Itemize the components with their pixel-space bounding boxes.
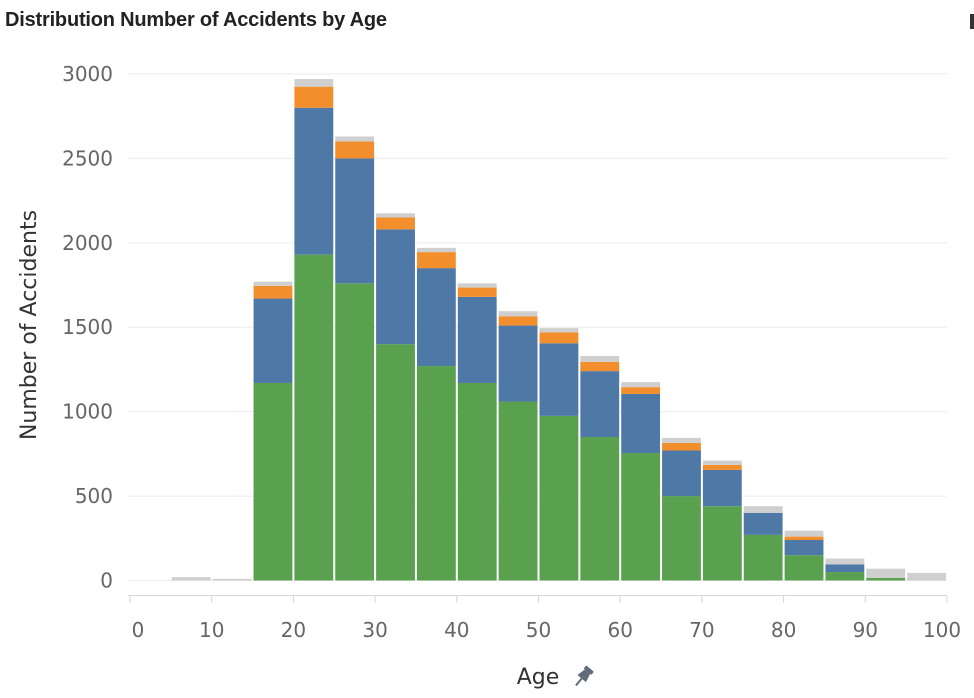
bar-segment <box>784 536 824 540</box>
bar-segment <box>866 577 906 581</box>
bar-segment <box>416 247 456 253</box>
bar-segment <box>294 107 334 255</box>
bar-segment <box>376 344 415 581</box>
y-tick-label: 2500 <box>62 146 113 170</box>
x-axis-label: Age <box>517 665 560 690</box>
x-tick-label: 80 <box>771 618 796 642</box>
x-tick-label: 0 <box>132 618 145 642</box>
bar-segment <box>376 213 415 218</box>
bar-segment <box>212 578 252 581</box>
bar-segment <box>457 382 497 581</box>
bar-segment <box>743 534 783 581</box>
bar-segment <box>539 332 579 344</box>
bar-segment <box>702 469 742 507</box>
bar-segment <box>253 285 293 299</box>
bar-segment <box>621 387 661 394</box>
bar-segment <box>743 506 783 513</box>
bar-segment <box>335 158 375 284</box>
bar-segment <box>580 355 620 362</box>
bar-segment <box>825 564 865 573</box>
bar-segment <box>498 401 538 581</box>
bar-segment <box>580 371 620 437</box>
bar-segment <box>457 283 497 288</box>
bar-segment <box>416 366 456 581</box>
bar-segment <box>335 136 375 142</box>
bar-segment <box>416 252 456 269</box>
bar-segment <box>294 79 334 87</box>
y-tick-label: 1000 <box>62 400 113 424</box>
bar-segment <box>784 555 824 581</box>
bar-segment <box>784 530 824 537</box>
bar-segment <box>253 382 293 581</box>
bar-segment <box>539 328 579 333</box>
bar-segment <box>253 298 293 383</box>
bar-segment <box>498 316 538 326</box>
bar-segment <box>294 254 334 581</box>
bar-segment <box>662 437 701 443</box>
bar-segment <box>498 325 538 402</box>
bar-segment <box>539 415 579 581</box>
x-tick-labels: 0 10 20 30 40 50 60 70 80 90 100 <box>132 618 961 642</box>
bar-segment <box>416 268 456 367</box>
pin-icon[interactable] <box>572 665 595 689</box>
bar-segment <box>702 506 742 581</box>
bar-segment <box>662 450 701 497</box>
bars <box>171 79 946 581</box>
bar-segment <box>907 572 946 581</box>
bar-segment <box>539 343 579 416</box>
bar-segment <box>294 86 334 108</box>
bar-segment <box>784 539 824 556</box>
x-tick-label: 60 <box>607 618 632 642</box>
bar-segment <box>702 460 742 465</box>
x-tick-label: 20 <box>281 618 306 642</box>
x-tick-label: 50 <box>526 618 551 642</box>
bar-segment <box>621 382 661 388</box>
x-tick-label: 70 <box>689 618 714 642</box>
bar-segment <box>866 568 906 578</box>
bar-segment <box>825 572 865 581</box>
bar-segment <box>580 361 620 372</box>
y-tick-labels: 0 500 1000 1500 2000 2500 3000 <box>62 62 113 592</box>
x-tick-label: 30 <box>362 618 387 642</box>
bar-segment <box>457 296 497 383</box>
chart-title: Distribution Number of Accidents by Age <box>5 9 387 31</box>
bar-segment <box>825 558 865 565</box>
y-tick-label: 2000 <box>62 231 113 255</box>
bar-segment <box>621 453 661 581</box>
bar-segment <box>335 141 375 159</box>
x-tick-label: 100 <box>923 618 961 642</box>
bar-segment <box>662 442 701 451</box>
y-tick-label: 1500 <box>62 315 113 339</box>
bar-segment <box>498 311 538 317</box>
x-tick-label: 90 <box>853 618 878 642</box>
bar-segment <box>743 512 783 535</box>
x-tick-label: 10 <box>199 618 224 642</box>
bar-segment <box>171 577 211 581</box>
bar-segment <box>621 393 661 454</box>
bar-segment <box>702 464 742 470</box>
y-axis-label: Number of Accidents <box>17 210 42 440</box>
bar-segment <box>580 436 620 581</box>
y-tick-label: 500 <box>75 484 113 508</box>
x-tick-label: 40 <box>444 618 469 642</box>
corner-marker <box>970 14 974 29</box>
bar-segment <box>253 281 293 286</box>
y-tick-label: 3000 <box>62 62 113 86</box>
bar-segment <box>376 229 415 345</box>
bar-segment <box>335 283 375 581</box>
bar-segment <box>662 496 701 581</box>
axes <box>128 595 948 603</box>
y-tick-label: 0 <box>100 568 113 592</box>
bar-segment <box>376 217 415 230</box>
bar-segment <box>457 287 497 297</box>
